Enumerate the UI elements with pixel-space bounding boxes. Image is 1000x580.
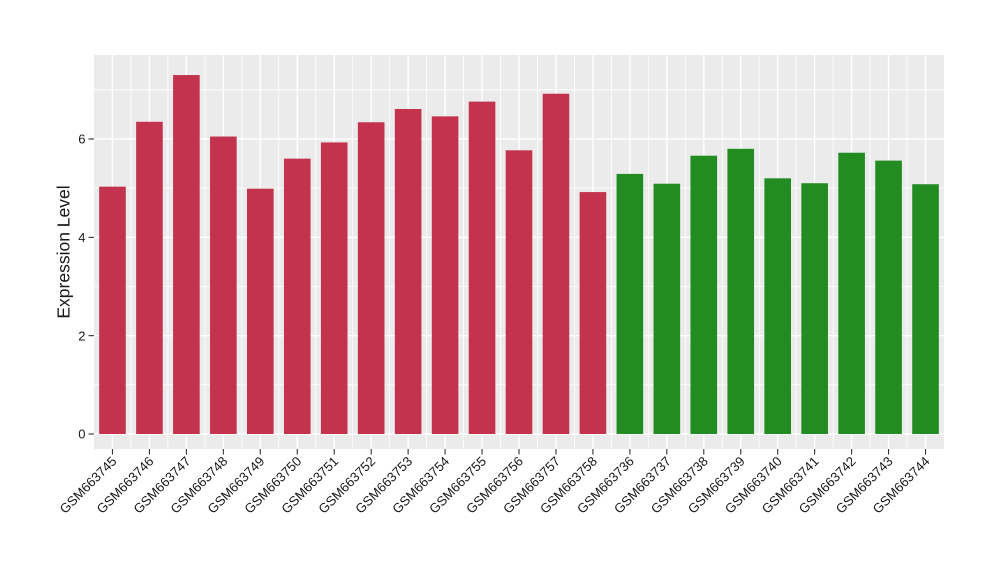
bar-GSM663747 bbox=[173, 75, 200, 435]
bar-GSM663758 bbox=[579, 192, 607, 434]
bar-GSM663749 bbox=[247, 188, 274, 434]
bar-GSM663755 bbox=[468, 101, 496, 434]
bar-GSM663746 bbox=[136, 121, 163, 434]
bar-GSM663745 bbox=[99, 186, 126, 434]
y-tick-label: 4 bbox=[78, 230, 85, 245]
bar-GSM663743 bbox=[875, 160, 902, 434]
bar-GSM663737 bbox=[653, 183, 681, 434]
y-tick-label: 2 bbox=[78, 328, 85, 343]
bar-GSM663748 bbox=[210, 136, 237, 435]
bar-GSM663752 bbox=[357, 122, 385, 434]
bar-GSM663741 bbox=[801, 183, 828, 434]
bar-GSM663740 bbox=[764, 178, 791, 434]
bar-GSM663750 bbox=[283, 158, 311, 434]
bar-GSM663753 bbox=[394, 108, 422, 434]
bar-GSM663757 bbox=[542, 93, 570, 435]
bar-GSM663751 bbox=[320, 142, 348, 434]
bar-GSM663744 bbox=[912, 184, 939, 434]
bar-GSM663754 bbox=[431, 116, 459, 434]
y-tick-label: 0 bbox=[78, 427, 85, 442]
bar-GSM663738 bbox=[690, 155, 718, 434]
y-axis-title: Expression Level bbox=[53, 185, 74, 319]
bar-GSM663739 bbox=[727, 148, 755, 434]
y-tick-label: 6 bbox=[78, 132, 85, 147]
bar-GSM663756 bbox=[505, 150, 533, 434]
bar-GSM663736 bbox=[616, 173, 644, 435]
bar-GSM663742 bbox=[838, 152, 865, 434]
